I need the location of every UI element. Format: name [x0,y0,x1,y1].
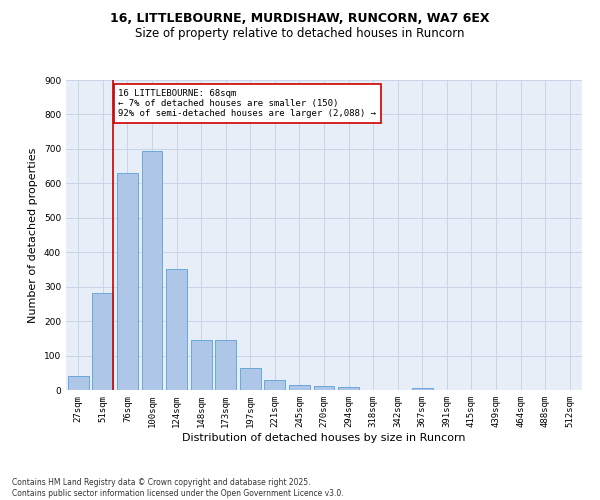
Bar [240,368,261,390]
Text: Contains HM Land Registry data © Crown copyright and database right 2025.
Contai: Contains HM Land Registry data © Crown c… [12,478,344,498]
Bar [215,340,236,390]
Text: 16 LITTLEBOURNE: 68sqm
← 7% of detached houses are smaller (150)
92% of semi-det: 16 LITTLEBOURNE: 68sqm ← 7% of detached … [118,88,376,118]
X-axis label: Distribution of detached houses by size in Runcorn: Distribution of detached houses by size … [182,432,466,442]
Bar [142,150,163,390]
Bar [92,293,113,390]
Bar [412,388,433,390]
Bar [191,340,212,390]
Y-axis label: Number of detached properties: Number of detached properties [28,148,38,322]
Text: 16, LITTLEBOURNE, MURDISHAW, RUNCORN, WA7 6EX: 16, LITTLEBOURNE, MURDISHAW, RUNCORN, WA… [110,12,490,26]
Bar [314,386,334,390]
Bar [338,386,359,390]
Bar [265,380,286,390]
Bar [289,385,310,390]
Bar [68,376,89,390]
Text: Size of property relative to detached houses in Runcorn: Size of property relative to detached ho… [135,28,465,40]
Bar [166,270,187,390]
Bar [117,173,138,390]
